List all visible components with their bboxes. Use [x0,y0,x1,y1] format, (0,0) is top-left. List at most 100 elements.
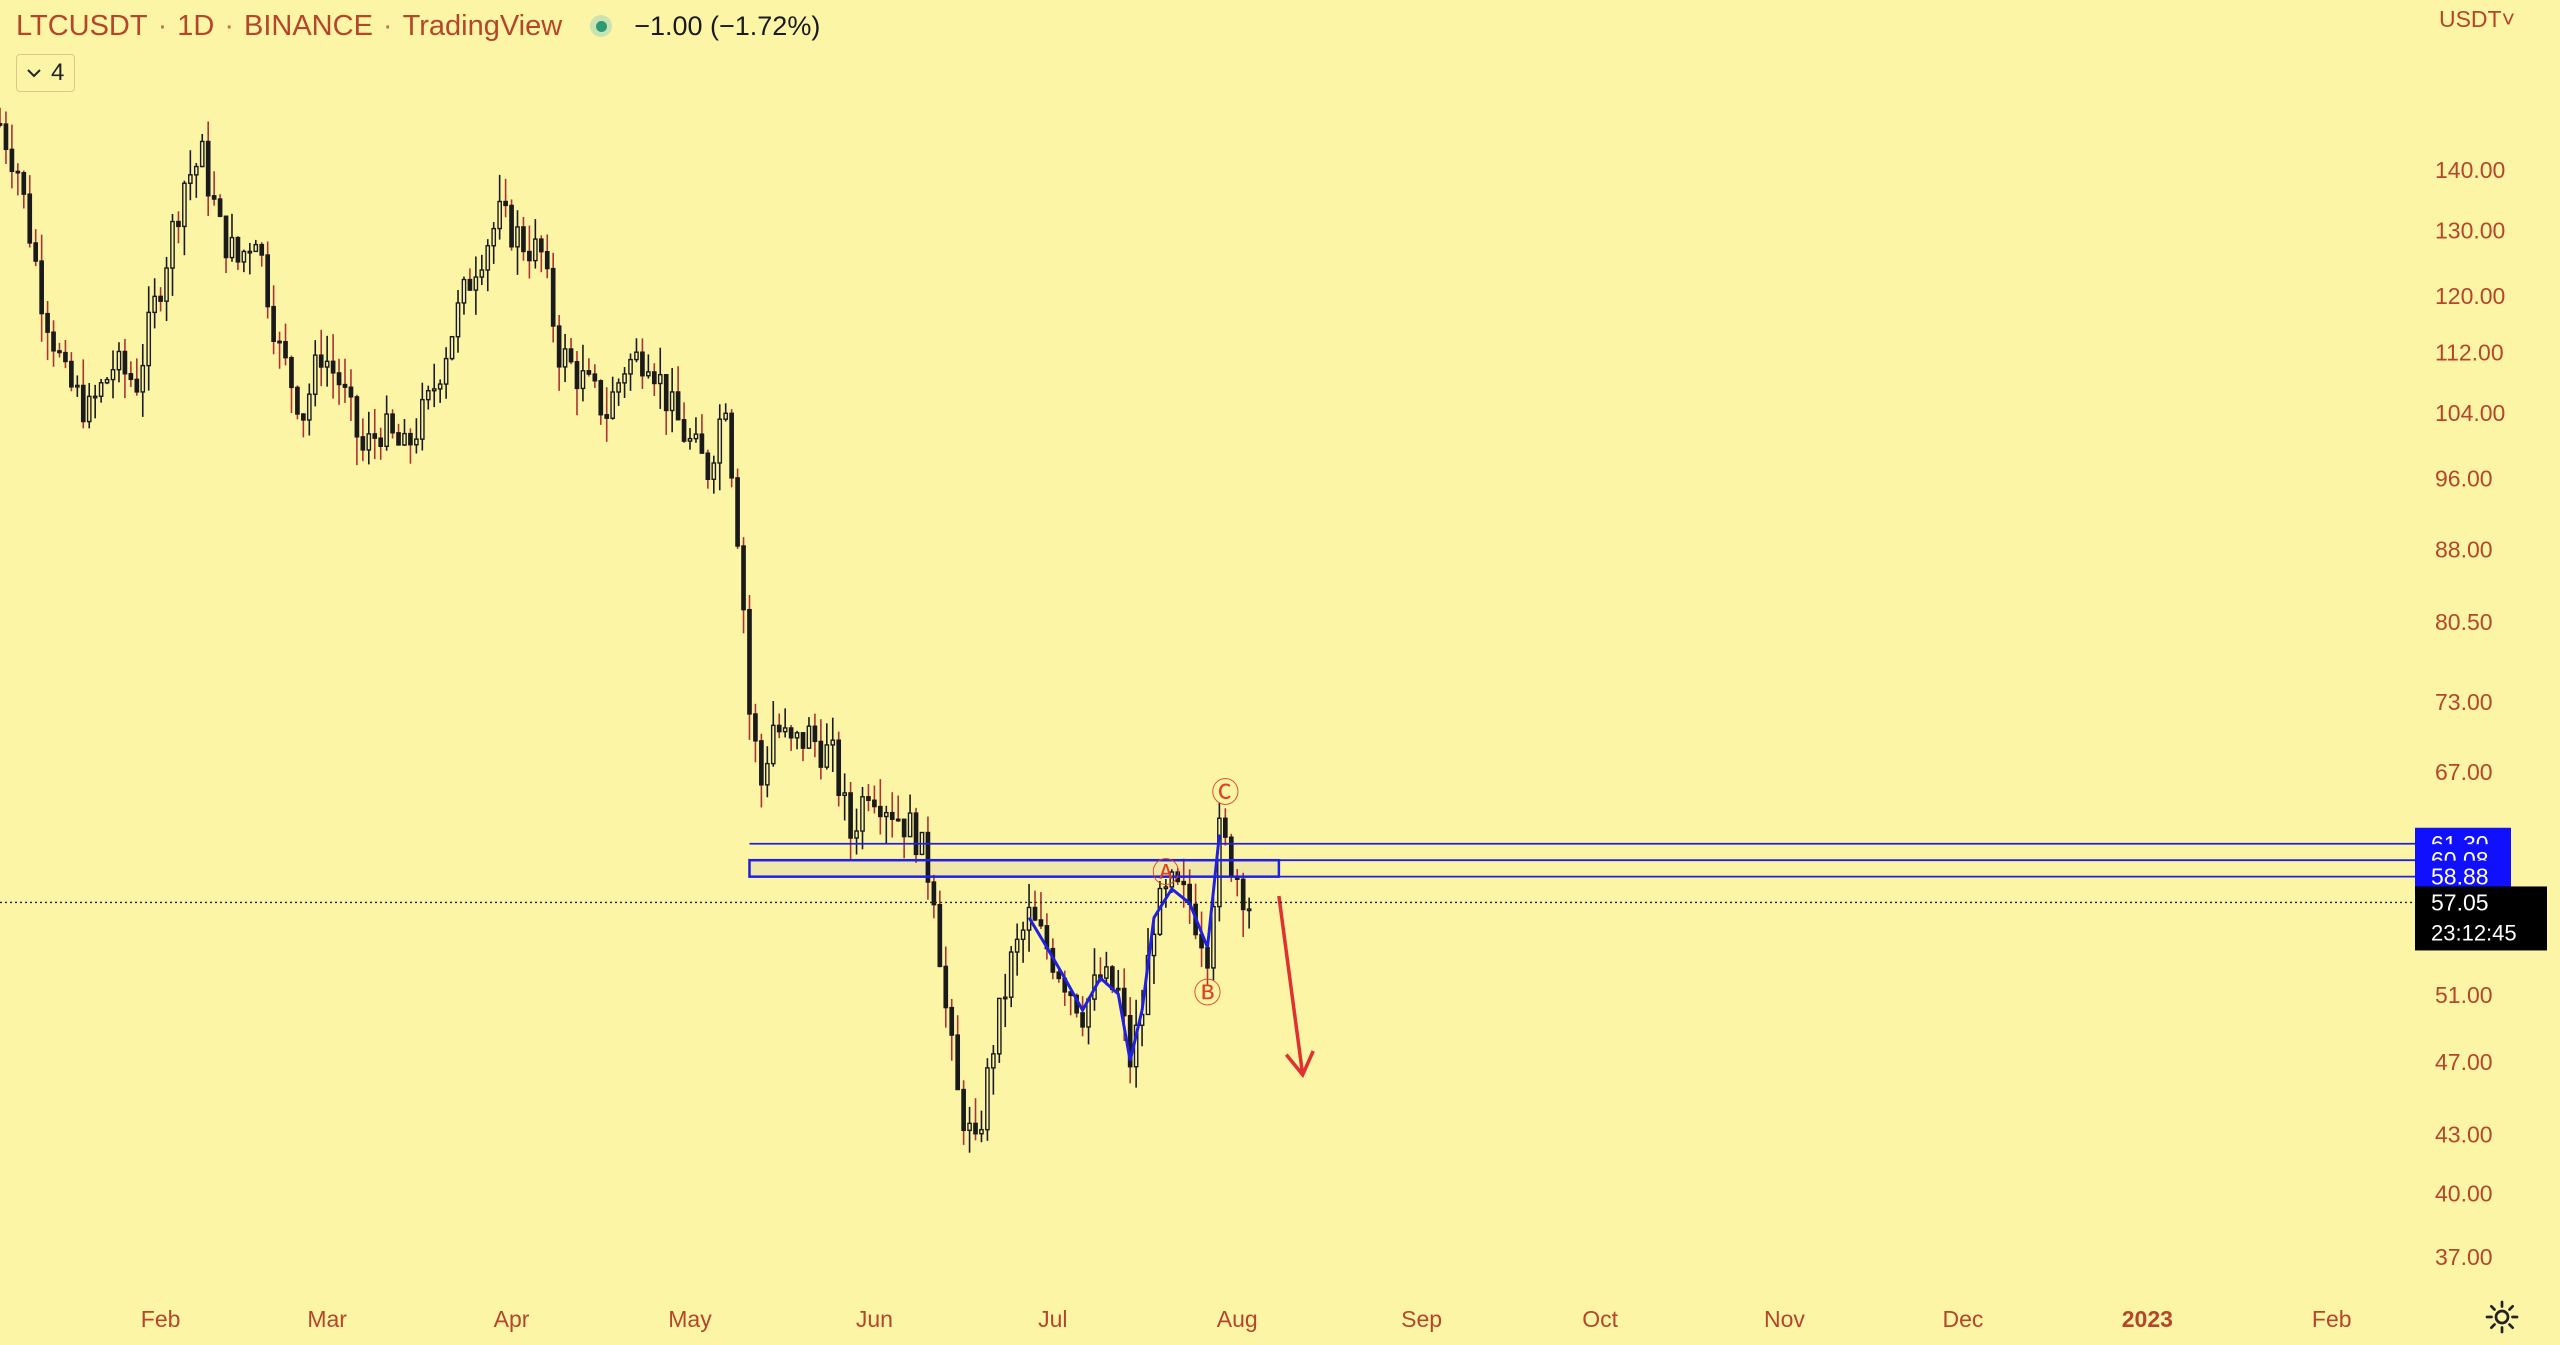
candle-body [134,378,140,393]
candle-body [15,170,21,174]
candle-body [289,356,294,389]
candle-body [402,432,407,446]
candle-body [473,276,479,291]
candle-body [467,278,473,291]
candle-body [57,350,62,354]
candle-body [687,437,693,442]
candle-body [699,433,705,454]
candle-body [515,226,520,248]
candle-body [164,267,169,302]
candle-body [794,732,800,739]
arrow-head [1284,1050,1315,1079]
price-badge-label: 58.88 [2431,864,2489,890]
candle-body [693,433,699,440]
candle-body [937,903,943,968]
candle-body [330,360,336,374]
candle-body [360,436,366,451]
candle-body [146,311,152,367]
candle-body [544,250,550,270]
candle-body [312,354,318,395]
symbol-label[interactable]: LTCUSDT [16,9,148,42]
candle-body [354,396,360,438]
candle-body [925,831,931,883]
candle-body [634,351,639,361]
candle-body [205,140,211,197]
source-label: TradingView [402,9,563,42]
x-tick-label: Aug [1217,1306,1258,1332]
countdown-label: 23:12:45 [2431,920,2517,945]
candle-body [491,227,497,247]
x-tick-label: Mar [307,1306,347,1332]
y-tick-label: 43.00 [2435,1121,2493,1147]
candle-body [628,358,633,375]
candle-body [550,267,556,327]
candle-body [301,413,306,421]
candle-body [592,373,598,382]
candle-body [640,351,645,377]
candle-body [973,1122,978,1135]
candle-body [1014,938,1020,953]
y-tick-label: 112.00 [2435,339,2504,365]
candle-body [497,200,502,230]
candle-body [0,122,3,126]
candle-body [538,238,544,253]
candle-body [949,1006,955,1036]
candle-body [176,220,181,228]
candle-body [866,796,871,801]
x-tick-label: 2023 [2122,1306,2173,1332]
candle-body [158,295,163,302]
candle-body [1127,1014,1133,1068]
x-tick-label: Feb [141,1306,181,1332]
candle-body [961,1088,966,1132]
candle-body [80,384,86,423]
legend-toggle-button[interactable]: 4 [16,54,76,92]
candle-body [556,325,562,368]
currency-selector[interactable]: USDT˅ [2438,6,2515,32]
exchange-label: BINANCE [244,9,373,42]
candle-body [985,1067,990,1131]
candle-body [1163,886,1169,890]
interval-label[interactable]: 1D [177,9,215,42]
candle-body [889,811,895,820]
indicator-count: 4 [51,59,65,86]
candle-body [663,374,669,412]
last-price-label: 57.05 [2431,889,2489,915]
candle-body [1008,951,1014,998]
candle-body [9,148,15,173]
candle-body [378,437,384,448]
y-tick-label: 80.50 [2435,609,2493,635]
time-axis[interactable]: Feb Mar Apr May Jun Jul Aug Sep Oct Nov Dec 2023 Feb [141,1306,2352,1332]
separator: · [157,9,168,42]
candle-body [747,608,752,715]
candle-body [616,382,621,393]
candle-body [764,762,770,786]
chart-header: LTCUSDT · 1D · BINANCE · TradingView −1.… [16,6,820,46]
candle-body [651,371,657,385]
x-tick-label: Sep [1401,1306,1442,1332]
candle-body [562,348,568,368]
candle-body [283,340,288,359]
y-tick-label: 37.00 [2435,1244,2493,1270]
candle-body [104,378,110,384]
price-axis[interactable]: 140.00 130.00 120.00 112.00 104.00 96.00 88.00… [2415,157,2547,1270]
candle-body [753,713,758,742]
candle-body [901,818,907,838]
candle-body [1240,878,1246,911]
candle-body [788,727,794,739]
price-change: −1.00 (−1.72%) [634,10,821,41]
y-tick-label: 88.00 [2435,536,2493,562]
candle-body [39,260,44,315]
gear-icon[interactable] [2484,1299,2520,1335]
candle-body [996,997,1002,1055]
candle-body [598,380,604,416]
candle-body [122,350,128,375]
candle-body [1104,966,1109,979]
candle-body [527,250,532,262]
x-tick-label: Jul [1038,1306,1067,1332]
candle-body [521,226,526,253]
candle-body [253,243,259,253]
candle-body [741,545,746,611]
wave-label: Ⓑ [1193,976,1221,1009]
candle-body [295,386,300,415]
